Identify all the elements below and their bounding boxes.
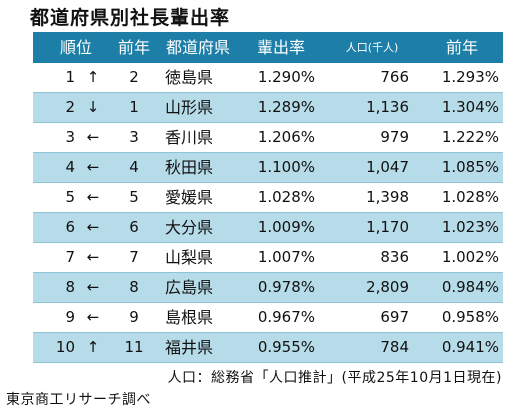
- cell-rate: 1.007%: [239, 242, 324, 273]
- cell-trend-arrow: ←: [75, 242, 112, 273]
- header-rank: 順位: [33, 32, 112, 63]
- cell-prev-rank: 8: [111, 272, 158, 303]
- table-row: 10 ↑ 11 福井県 0.955% 784 0.941%: [33, 332, 504, 363]
- cell-prefecture: 徳島県: [157, 63, 240, 93]
- cell-trend-arrow: ←: [75, 152, 112, 183]
- cell-prev-rate: 1.304%: [421, 92, 504, 123]
- cell-rank: 7: [33, 242, 75, 273]
- cell-prev-rate: 0.941%: [421, 332, 504, 363]
- cell-rate: 1.028%: [239, 182, 324, 213]
- cell-trend-arrow: ←: [75, 122, 112, 153]
- cell-prev-rate: 1.293%: [421, 63, 504, 93]
- cell-prev-rank: 5: [111, 182, 158, 213]
- cell-trend-arrow: ←: [75, 212, 112, 243]
- cell-prefecture: 大分県: [157, 212, 240, 243]
- cell-rank: 10: [33, 332, 75, 363]
- cell-rank: 4: [33, 152, 75, 183]
- cell-prev-rank: 4: [111, 152, 158, 183]
- cell-prev-rank: 6: [111, 212, 158, 243]
- cell-prev-rate: 0.958%: [421, 302, 504, 333]
- ranking-table: 順位 前年 都道府県 輩出率 人口(千人) 前年 1 ↑ 2 徳島県 1.290% 766…: [33, 32, 504, 363]
- cell-population: 836: [323, 242, 422, 273]
- cell-prefecture: 福井県: [157, 332, 240, 363]
- cell-prefecture: 山形県: [157, 92, 240, 123]
- cell-population: 1,047: [323, 152, 422, 183]
- cell-rank: 1: [33, 63, 75, 93]
- cell-prefecture: 秋田県: [157, 152, 240, 183]
- cell-trend-arrow: ↑: [75, 332, 112, 363]
- header-row: 順位 前年 都道府県 輩出率 人口(千人) 前年: [33, 32, 504, 63]
- cell-population: 1,398: [323, 182, 422, 213]
- cell-prev-rank: 11: [111, 332, 158, 363]
- cell-prev-rank: 2: [111, 63, 158, 93]
- cell-trend-arrow: ↓: [75, 92, 112, 123]
- cell-trend-arrow: ←: [75, 302, 112, 333]
- cell-rank: 5: [33, 182, 75, 213]
- cell-rate: 1.206%: [239, 122, 324, 153]
- cell-rate: 0.955%: [239, 332, 324, 363]
- cell-prev-rate: 1.023%: [421, 212, 504, 243]
- header-prefecture: 都道府県: [157, 32, 240, 63]
- table-body: 1 ↑ 2 徳島県 1.290% 766 1.293% 2 ↓ 1 山形県 1.289% 1,136 1.…: [33, 63, 504, 363]
- table-row: 7 ← 7 山梨県 1.007% 836 1.002%: [33, 242, 504, 273]
- cell-prefecture: 山梨県: [157, 242, 240, 273]
- cell-prev-rate: 1.085%: [421, 152, 504, 183]
- page-title: 都道府県別社長輩出率: [30, 7, 231, 29]
- header-prev-rank: 前年: [111, 32, 158, 63]
- cell-population: 766: [323, 63, 422, 93]
- header-prev-rate: 前年: [421, 32, 504, 63]
- cell-prev-rank: 1: [111, 92, 158, 123]
- table-row: 8 ← 8 広島県 0.978% 2,809 0.984%: [33, 272, 504, 303]
- cell-trend-arrow: ←: [75, 182, 112, 213]
- table-row: 5 ← 5 愛媛県 1.028% 1,398 1.028%: [33, 182, 504, 213]
- cell-prev-rank: 9: [111, 302, 158, 333]
- cell-prev-rank: 7: [111, 242, 158, 273]
- cell-population: 2,809: [323, 272, 422, 303]
- cell-population: 1,170: [323, 212, 422, 243]
- cell-prefecture: 島根県: [157, 302, 240, 333]
- cell-prev-rate: 1.002%: [421, 242, 504, 273]
- cell-trend-arrow: ←: [75, 272, 112, 303]
- table-row: 3 ← 3 香川県 1.206% 979 1.222%: [33, 122, 504, 153]
- cell-population: 1,136: [323, 92, 422, 123]
- cell-trend-arrow: ↑: [75, 63, 112, 93]
- cell-rate: 0.978%: [239, 272, 324, 303]
- table-row: 1 ↑ 2 徳島県 1.290% 766 1.293%: [33, 63, 504, 93]
- cell-population: 979: [323, 122, 422, 153]
- cell-prev-rate: 1.222%: [421, 122, 504, 153]
- cell-rate: 1.009%: [239, 212, 324, 243]
- cell-rank: 3: [33, 122, 75, 153]
- cell-rank: 9: [33, 302, 75, 333]
- source-note: 人口：総務省「人口推計」(平成25年10月1日現在): [167, 370, 502, 386]
- cell-rank: 6: [33, 212, 75, 243]
- header-population: 人口(千人): [323, 32, 422, 63]
- credit-note: 東京商工リサーチ調べ: [6, 392, 151, 408]
- cell-rank: 2: [33, 92, 75, 123]
- cell-population: 697: [323, 302, 422, 333]
- cell-prev-rank: 3: [111, 122, 158, 153]
- cell-population: 784: [323, 332, 422, 363]
- cell-rate: 0.967%: [239, 302, 324, 333]
- table-row: 9 ← 9 島根県 0.967% 697 0.958%: [33, 302, 504, 333]
- table-header: 順位 前年 都道府県 輩出率 人口(千人) 前年: [33, 32, 504, 63]
- table-row: 6 ← 6 大分県 1.009% 1,170 1.023%: [33, 212, 504, 243]
- cell-rank: 8: [33, 272, 75, 303]
- table-row: 4 ← 4 秋田県 1.100% 1,047 1.085%: [33, 152, 504, 183]
- cell-rate: 1.290%: [239, 63, 324, 93]
- cell-prefecture: 広島県: [157, 272, 240, 303]
- cell-rate: 1.100%: [239, 152, 324, 183]
- header-rate: 輩出率: [239, 32, 324, 63]
- cell-prefecture: 愛媛県: [157, 182, 240, 213]
- cell-prefecture: 香川県: [157, 122, 240, 153]
- cell-prev-rate: 1.028%: [421, 182, 504, 213]
- table-row: 2 ↓ 1 山形県 1.289% 1,136 1.304%: [33, 92, 504, 123]
- cell-rate: 1.289%: [239, 92, 324, 123]
- cell-prev-rate: 0.984%: [421, 272, 504, 303]
